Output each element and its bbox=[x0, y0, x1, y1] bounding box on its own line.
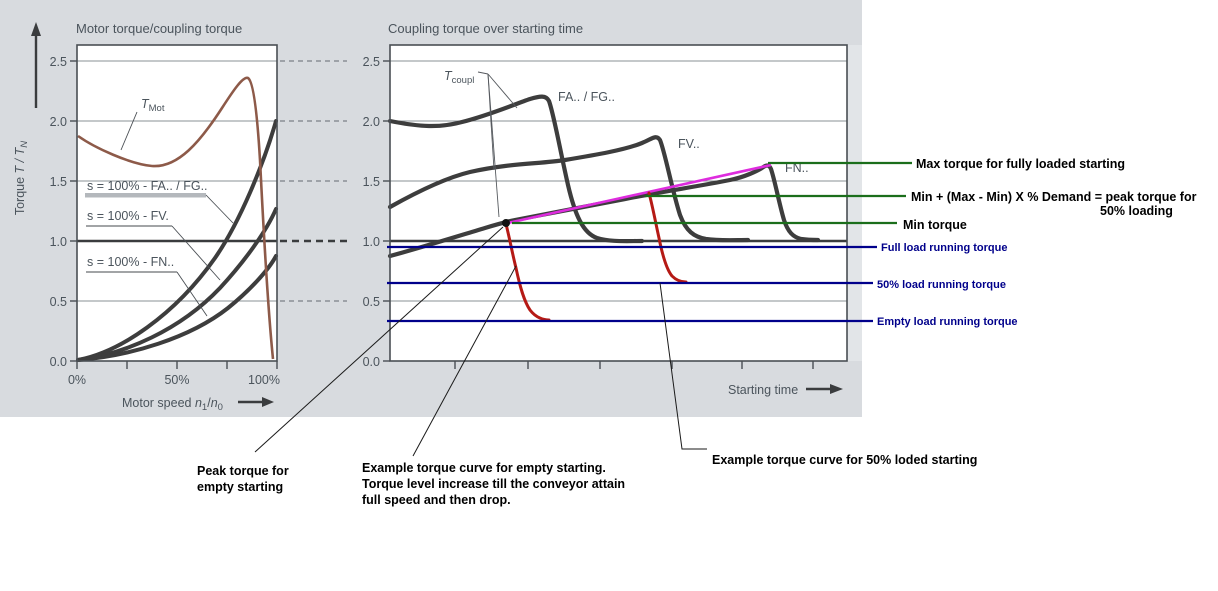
left-y-ticks bbox=[70, 60, 77, 362]
left-y-axis-arrow-icon bbox=[31, 22, 41, 108]
left-label-fa-underline bbox=[85, 193, 206, 198]
left-ytick-1_0: 1.0 bbox=[50, 235, 67, 249]
left-leader-fn bbox=[176, 271, 208, 317]
left-x-axis-label: Motor speed n1/n0 bbox=[122, 396, 223, 413]
peak-empty-text-line1: Peak torque for bbox=[197, 464, 289, 478]
half-load-example-curve bbox=[647, 191, 688, 284]
right-y-ticks bbox=[383, 60, 390, 362]
left-x-axis-arrow-icon bbox=[238, 397, 274, 407]
green-reference-lines bbox=[512, 161, 912, 225]
leader-example-empty bbox=[412, 265, 517, 457]
leader-example-half bbox=[659, 282, 707, 450]
demand-interpolation-line bbox=[502, 163, 772, 226]
right-label-fv: FV.. bbox=[678, 137, 700, 151]
left-xtick-0: 0% bbox=[68, 373, 86, 387]
left-xtick-100: 100% bbox=[248, 373, 280, 387]
min-plus-demand-label: Min + (Max - Min) X % Demand = peak torq… bbox=[911, 190, 1197, 204]
left-label-tmot: TMot bbox=[141, 97, 165, 114]
left-leader-tmot bbox=[120, 111, 138, 151]
left-label-fa: s = 100% - FA.. / FG.. bbox=[87, 179, 208, 193]
left-curve-tmot bbox=[77, 76, 275, 360]
min-plus-demand-label-line2: 50% loading bbox=[1100, 204, 1173, 218]
right-ytick-2_0: 2.0 bbox=[363, 115, 380, 129]
right-label-fa: FA.. / FG.. bbox=[558, 90, 615, 104]
leader-peak-empty bbox=[254, 226, 504, 453]
right-ytick-1_0: 1.0 bbox=[363, 235, 380, 249]
right-ytick-0_0: 0.0 bbox=[363, 355, 380, 369]
right-chart: Coupling torque over starting time 2.5 2… bbox=[363, 21, 848, 397]
left-leader-fa bbox=[205, 194, 234, 224]
right-curve-fv bbox=[387, 135, 751, 243]
example-half-text: Example torque curve for 50% loded start… bbox=[712, 453, 977, 467]
right-chart-frame bbox=[389, 44, 848, 362]
min-torque-point-marker bbox=[502, 219, 510, 227]
right-label-fn: FN.. bbox=[785, 161, 809, 175]
right-plot-area bbox=[390, 45, 847, 361]
left-ytick-0_0: 0.0 bbox=[50, 355, 67, 369]
left-ytick-2_5: 2.5 bbox=[50, 55, 67, 69]
left-y-tick-labels: 2.5 2.0 1.5 1.0 0.5 0.0 bbox=[50, 55, 67, 369]
right-chart-title: Coupling torque over starting time bbox=[388, 21, 583, 36]
annotation-leader-lines bbox=[254, 226, 707, 457]
left-x-ticks bbox=[76, 361, 278, 369]
left-y-axis-label: Torque T / TN bbox=[13, 141, 30, 215]
panel-right-strip bbox=[848, 45, 862, 361]
left-ytick-1_5: 1.5 bbox=[50, 175, 67, 189]
right-x-axis-arrow-icon bbox=[806, 384, 843, 394]
left-ytick-0_5: 0.5 bbox=[50, 295, 67, 309]
max-torque-label: Max torque for fully loaded starting bbox=[916, 157, 1125, 171]
full-load-running-label: Full load running torque bbox=[881, 242, 1007, 254]
example-empty-text-line1: Example torque curve for empty starting. bbox=[362, 461, 606, 475]
left-leader-fv bbox=[171, 225, 221, 281]
right-ytick-0_5: 0.5 bbox=[363, 295, 380, 309]
right-x-ticks bbox=[454, 361, 814, 369]
left-label-fn: s = 100% - FN.. bbox=[87, 255, 174, 269]
left-dashed-extensions bbox=[280, 60, 347, 302]
left-ytick-2_0: 2.0 bbox=[50, 115, 67, 129]
right-label-tcoupl: Tcoupl bbox=[444, 69, 474, 86]
left-x-tick-labels: 0% 50% 100% bbox=[68, 373, 280, 387]
peak-empty-text-line2: empty starting bbox=[197, 480, 283, 494]
right-curve-fa-fg bbox=[387, 94, 645, 244]
right-x-axis-label: Starting time bbox=[728, 383, 798, 397]
blue-running-torque-lines bbox=[387, 245, 877, 323]
left-xtick-50: 50% bbox=[164, 373, 189, 387]
left-label-fv: s = 100% - FV. bbox=[87, 209, 169, 223]
right-ytick-1_5: 1.5 bbox=[363, 175, 380, 189]
left-chart-title: Motor torque/coupling torque bbox=[76, 21, 242, 36]
left-chart: Motor torque/coupling torque 2.5 2.0 1.5… bbox=[13, 21, 347, 413]
tcoupl-leader-lines bbox=[477, 71, 518, 218]
right-curve-fn bbox=[387, 163, 821, 259]
half-load-running-label: 50% load running torque bbox=[877, 279, 1006, 291]
empty-load-running-label: Empty load running torque bbox=[877, 316, 1018, 328]
left-curve-fn bbox=[76, 254, 278, 362]
left-curve-fv bbox=[76, 207, 278, 362]
example-empty-text-line3: full speed and then drop. bbox=[362, 493, 511, 507]
right-y-tick-labels: 2.5 2.0 1.5 1.0 0.5 0.0 bbox=[363, 55, 380, 369]
min-torque-label: Min torque bbox=[903, 218, 967, 232]
right-ytick-2_5: 2.5 bbox=[363, 55, 380, 69]
example-empty-text-line2: Torque level increase till the conveyor … bbox=[362, 477, 625, 491]
